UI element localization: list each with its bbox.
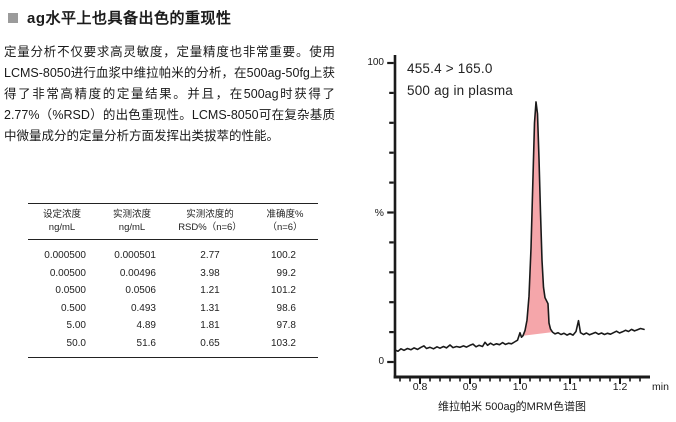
chromatogram-chart: 455.4 > 165.0 500 ag in plasma 100 % 0 0… (360, 40, 676, 422)
y-axis-zero-label: 0 (378, 356, 384, 367)
cell-measured-conc: 0.000501 (114, 250, 156, 261)
table-row: 0.500 0.493 1.31 98.6 (28, 300, 318, 318)
cell-measured-conc: 0.00496 (119, 267, 156, 279)
cell-rsd: 1.21 (200, 285, 220, 297)
table-row: 50.0 51.6 0.65 103.2 (28, 335, 318, 357)
mrm-transition-annotation: 455.4 > 165.0 (407, 61, 493, 76)
cell-set-conc: 0.00500 (49, 267, 86, 279)
table-row: 0.00500 0.00496 3.98 99.2 (28, 265, 318, 283)
table-row: 5.00 4.89 1.81 97.8 (28, 318, 318, 336)
table-row: 0.0500 0.0506 1.21 101.2 (28, 282, 318, 300)
x-tick-label: 1.2 (612, 381, 628, 393)
cell-rsd: 0.65 (200, 337, 220, 349)
cell-rsd: 2.77 (200, 250, 220, 261)
cell-measured-conc: 0.493 (130, 302, 156, 314)
sample-annotation: 500 ag in plasma (407, 83, 514, 98)
col-header-rsd: 实测浓度的 RSD%（n=6） (168, 203, 252, 240)
y-axis-unit-label: % (374, 207, 384, 219)
x-axis-unit-label: min (652, 381, 669, 393)
x-tick-label: 1.0 (512, 381, 528, 393)
cell-measured-conc: 0.0506 (125, 285, 156, 297)
cell-rsd: 1.31 (200, 302, 220, 314)
x-tick-label: 1.1 (562, 381, 578, 393)
cell-accuracy: 100.2 (270, 250, 296, 261)
table-header: 设定浓度 ng/mL 实测浓度 ng/mL 实测浓度的 RSD%（n=6） 准确… (28, 203, 318, 240)
page-title: ag水平上也具备出色的重现性 (27, 10, 232, 27)
square-bullet-icon (8, 12, 18, 23)
cell-set-conc: 50.0 (66, 337, 86, 349)
cell-measured-conc: 4.89 (136, 320, 156, 332)
table-row: 0.000500 0.000501 2.77 100.2 (28, 240, 318, 265)
col-header-accuracy: 准确度% （n=6） (252, 203, 318, 240)
cell-accuracy: 97.8 (276, 320, 296, 332)
cell-set-conc: 5.00 (66, 320, 86, 332)
cell-accuracy: 103.2 (270, 337, 296, 349)
table-body: 0.000500 0.000501 2.77 100.2 0.00500 0.0… (28, 240, 318, 358)
quantitation-results-table: 设定浓度 ng/mL 实测浓度 ng/mL 实测浓度的 RSD%（n=6） 准确… (28, 203, 318, 358)
cell-measured-conc: 51.6 (136, 337, 156, 349)
chromatogram-plot (387, 55, 650, 384)
y-axis-top-label: 100 (367, 57, 384, 68)
cell-accuracy: 98.6 (276, 302, 296, 314)
cell-rsd: 3.98 (200, 267, 220, 279)
col-header-set-conc: 设定浓度 ng/mL (28, 203, 96, 240)
chart-caption: 维拉帕米 500ag的MRM色谱图 (438, 401, 586, 413)
cell-set-conc: 0.500 (60, 302, 86, 314)
chromatogram-trace (394, 101, 645, 353)
x-tick-label: 0.9 (462, 381, 478, 393)
cell-set-conc: 0.0500 (55, 285, 86, 297)
cell-set-conc: 0.000500 (44, 250, 86, 261)
cell-accuracy: 101.2 (270, 285, 296, 297)
section-header: ag水平上也具备出色的重现性 (8, 7, 232, 28)
intro-paragraph: 定量分析不仅要求高灵敏度，定量精度也非常重要。使用LCMS-8050进行血浆中维… (4, 45, 335, 143)
cell-accuracy: 99.2 (276, 267, 296, 279)
cell-rsd: 1.81 (200, 320, 220, 332)
table-header-row: 设定浓度 ng/mL 实测浓度 ng/mL 实测浓度的 RSD%（n=6） 准确… (28, 203, 318, 240)
x-tick-label: 0.8 (412, 381, 428, 393)
col-header-measured-conc: 实测浓度 ng/mL (96, 203, 168, 240)
